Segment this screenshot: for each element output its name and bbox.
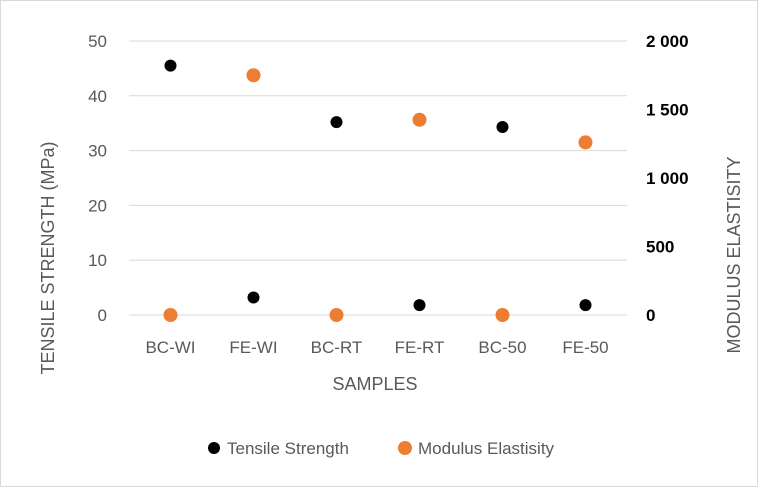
y-tick-label: 20 xyxy=(88,196,107,215)
y2-axis-title: MODULUS ELASTISITY xyxy=(724,156,744,353)
y2-tick-label: 0 xyxy=(646,306,655,325)
legend-label: Tensile Strength xyxy=(227,439,349,458)
tensile-strength-point xyxy=(413,299,426,312)
tensile-strength-point xyxy=(330,116,343,129)
legend-marker xyxy=(398,441,412,455)
x-tick-label: BC-RT xyxy=(311,338,363,357)
tensile-strength-point xyxy=(247,291,260,304)
y-axis-ticks: 0 10 20 30 40 50 xyxy=(88,32,107,325)
y2-axis-ticks: 0 500 1 000 1 500 2 000 xyxy=(646,32,689,325)
tensile-strength-point xyxy=(164,59,177,72)
x-tick-label: FE-50 xyxy=(562,338,608,357)
modulus-elastisity-point xyxy=(578,135,593,150)
gridlines xyxy=(129,40,627,316)
x-axis-ticks: BC-WI FE-WI BC-RT FE-RT BC-50 FE-50 xyxy=(145,338,608,357)
x-axis-title: SAMPLES xyxy=(332,374,417,394)
y2-tick-label: 1 000 xyxy=(646,169,689,188)
x-tick-label: FE-RT xyxy=(395,338,445,357)
modulus-elastisity-point xyxy=(495,308,510,322)
y2-tick-label: 2 000 xyxy=(646,32,689,51)
y-tick-label: 50 xyxy=(88,32,107,51)
legend-marker xyxy=(208,442,220,454)
modulus-elastisity-point xyxy=(246,68,261,83)
x-tick-label: FE-WI xyxy=(229,338,277,357)
legend: Tensile Strength Modulus Elastisity xyxy=(208,439,555,458)
modulus-elastisity-point xyxy=(329,308,344,322)
tensile-strength-point xyxy=(579,299,592,312)
modulus-elastisity-point xyxy=(412,112,427,127)
data-points xyxy=(163,59,593,322)
legend-label: Modulus Elastisity xyxy=(418,439,555,458)
tensile-strength-point xyxy=(496,121,509,134)
x-tick-label: BC-50 xyxy=(478,338,526,357)
y2-tick-label: 1 500 xyxy=(646,101,689,120)
y-tick-label: 30 xyxy=(88,142,107,161)
y-tick-label: 0 xyxy=(98,306,107,325)
modulus-elastisity-point xyxy=(163,308,178,322)
y2-tick-label: 500 xyxy=(646,238,674,257)
y-tick-label: 40 xyxy=(88,87,107,106)
y-axis-title: TENSILE STRENGTH (MPa) xyxy=(38,141,58,374)
x-tick-label: BC-WI xyxy=(145,338,195,357)
y-tick-label: 10 xyxy=(88,251,107,270)
